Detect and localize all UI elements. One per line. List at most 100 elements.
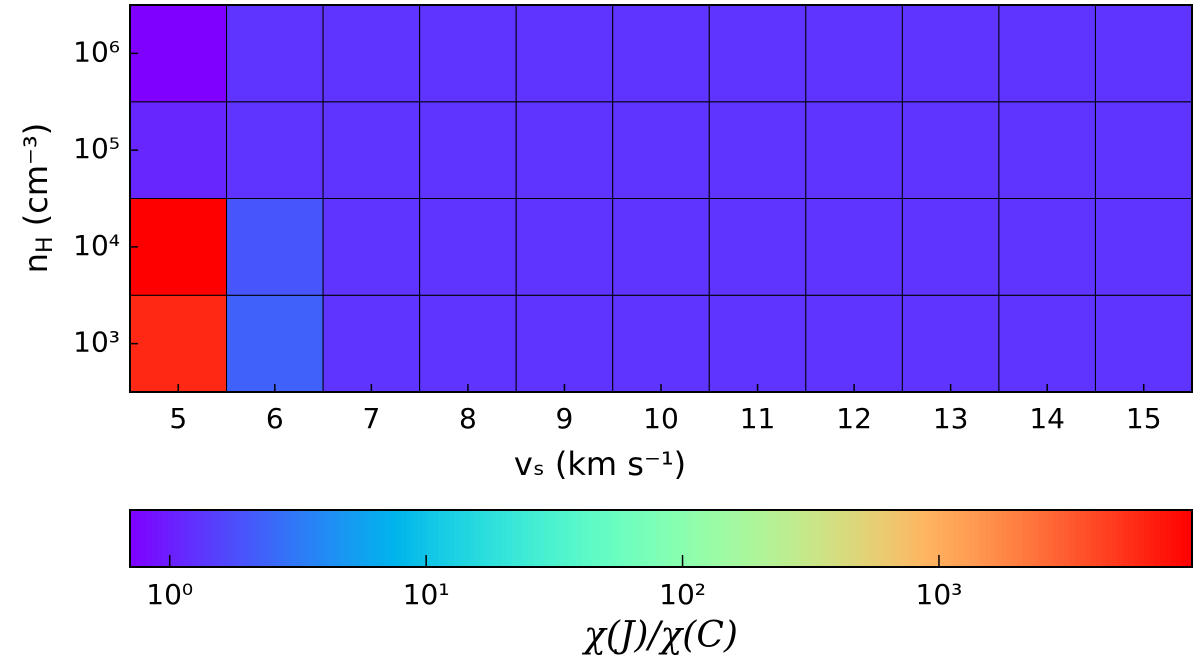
colorbar-segment [884,510,890,567]
colorbar-segment [443,510,450,567]
colorbar-segment [560,510,567,567]
x-tick-label: 14 [1029,402,1065,435]
y-tick-label: 10⁴ [73,229,120,262]
colorbar-segment [400,510,407,567]
colorbar-segment [623,510,630,567]
colorbar-segment [342,510,349,567]
colorbar-segment [937,510,944,567]
colorbar-segment [921,510,928,567]
colorbar-segment [538,510,545,567]
colorbar-segment [905,510,912,567]
heatmap-cell [805,294,903,393]
colorbar-segment [193,510,200,567]
colorbar-segment [661,510,667,567]
colorbar-segment [1165,510,1172,567]
colorbar-segment [544,510,551,567]
heatmap-cell [322,198,421,296]
colorbar-segment [873,510,880,567]
colorbar-segment [570,510,577,567]
colorbar-segment [161,510,168,567]
colorbar-segment [655,510,662,567]
colorbar-segment [602,510,609,567]
colorbar-segment [1128,510,1135,567]
colorbar-segment [868,510,874,567]
colorbar-segment [368,510,375,567]
colorbar-segment [597,510,604,567]
heatmap-cell [1094,198,1193,296]
heatmap-cell [901,294,1000,393]
colorbar-segment [130,510,136,567]
colorbar-segment [1075,510,1082,567]
colorbar-segment [676,510,683,567]
colorbar-segment [246,510,253,567]
plot-frame [129,4,1193,393]
colorbar-segment [528,510,535,567]
colorbar-segment [899,510,906,567]
heatmap-cell [998,198,1096,296]
colorbar-segment [156,510,163,567]
colorbar-segment [517,510,524,567]
colorbar-segment [140,510,147,567]
colorbar-segment [1186,510,1193,567]
heatmap-cell [708,294,807,393]
colorbar-segment [262,510,269,567]
heatmap-cell [226,4,324,103]
colorbar-segment [1154,510,1161,567]
colorbar-segment [1091,510,1098,567]
heatmap-cell [1094,294,1193,393]
heatmap-cell [129,198,228,296]
colorbar-segment [1016,510,1023,567]
colorbar-segment [432,510,439,567]
colorbar-segment [1096,510,1103,567]
heatmap-cell [1094,4,1193,103]
y-axis-label: nH (cm⁻³) [17,123,58,273]
colorbar-segment [172,510,179,567]
colorbar-segment [1149,510,1156,567]
colorbar-segment [777,510,784,567]
colorbar-segment [735,510,742,567]
colorbar-segment [963,510,970,567]
colorbar-segment [703,510,710,567]
colorbar-segment [942,510,949,567]
colorbar-segment [507,510,513,567]
colorbar-segment [1144,510,1151,567]
y-tick-label: 10³ [73,326,120,359]
heatmap-cell [998,294,1096,393]
heatmap-cell [515,4,614,103]
colorbar-segment [395,510,402,567]
colorbar-segment [384,510,391,567]
colorbar-segment [745,510,752,567]
colorbar-segment [926,510,933,567]
x-tick-label: 8 [459,402,477,435]
colorbar-segment [416,510,423,567]
colorbar-segment [331,510,338,567]
colorbar-segment [453,510,460,567]
colorbar-segment [406,510,413,567]
colorbar-segment [353,510,359,567]
colorbar-segment [634,510,641,567]
heatmap-cell [612,4,710,103]
colorbar-segment [347,510,354,567]
x-tick-label: 13 [933,402,969,435]
colorbar-segment [772,510,779,567]
colorbar-segment [188,510,195,567]
colorbar-segment [485,510,492,567]
colorbar-segment [1032,510,1039,567]
colorbar-segment [830,510,837,567]
colorbar-segment [687,510,694,567]
heatmap-cell [901,101,1000,199]
colorbar-tick-label: 10¹ [403,578,450,611]
colorbar-segment [852,510,859,567]
x-tick-label: 5 [169,402,187,435]
colorbar-segment [841,510,848,567]
x-axis-label: vₛ (km s⁻¹) [514,445,686,483]
colorbar-segment [809,510,816,567]
heatmap-cell [322,294,421,393]
colorbar-segment [618,510,625,567]
x-tick-label: 10 [643,402,679,435]
y-tick-label: 10⁵ [73,132,120,165]
colorbar-segment [730,510,736,567]
heatmap-cell [226,198,324,296]
heatmap-cell [419,4,517,103]
colorbar-segment [1006,510,1013,567]
